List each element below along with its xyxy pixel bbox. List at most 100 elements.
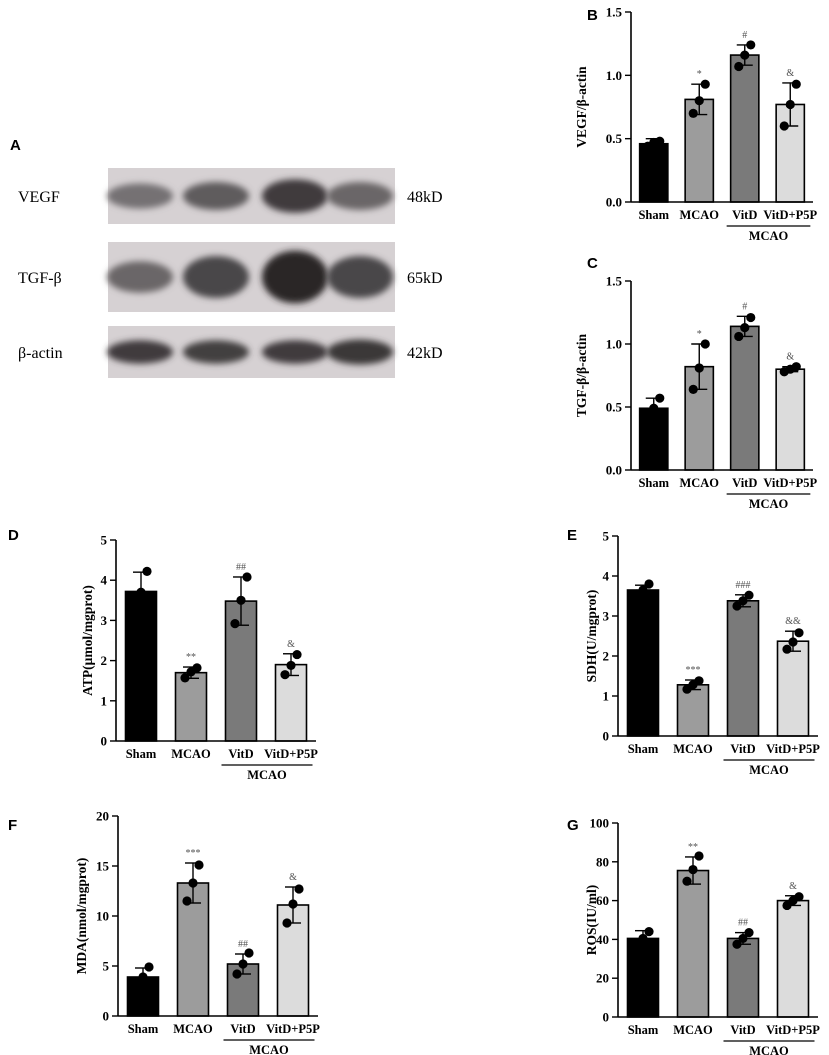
data-point bbox=[734, 331, 744, 342]
x-tick-label: VitD+P5P bbox=[763, 208, 817, 222]
y-tick-label: 0 bbox=[103, 1009, 110, 1024]
blot-size-label: 65kD bbox=[407, 270, 443, 287]
data-point bbox=[292, 649, 302, 660]
data-point bbox=[236, 595, 246, 605]
significance-label: ** bbox=[688, 842, 698, 853]
data-point bbox=[282, 918, 292, 928]
data-point bbox=[280, 670, 290, 680]
x-tick-label: VitD+P5P bbox=[266, 1022, 320, 1036]
y-tick-label: 1.5 bbox=[606, 274, 623, 289]
blot-protein-label: TGF-β bbox=[18, 270, 62, 287]
bar bbox=[124, 590, 158, 742]
data-point bbox=[782, 644, 792, 654]
x-tick-label: VitD bbox=[730, 1023, 755, 1037]
bar bbox=[626, 589, 660, 737]
panel-letter: E bbox=[567, 527, 577, 544]
bar bbox=[638, 142, 669, 203]
y-tick-label: 100 bbox=[590, 816, 610, 831]
y-tick-label: 5 bbox=[603, 529, 610, 544]
data-point bbox=[734, 61, 744, 72]
data-point bbox=[688, 864, 698, 875]
blot-row: β-actin 42kD bbox=[18, 326, 443, 378]
bar bbox=[726, 937, 760, 1018]
y-tick-label: 5 bbox=[103, 959, 110, 974]
data-point bbox=[791, 79, 801, 89]
significance-label: * bbox=[697, 69, 702, 80]
y-tick-label: 20 bbox=[96, 809, 109, 824]
significance-label: # bbox=[742, 30, 747, 41]
data-point bbox=[238, 959, 248, 969]
significance-label: & bbox=[289, 872, 297, 883]
data-point bbox=[232, 969, 242, 979]
significance-label: * bbox=[697, 329, 702, 340]
bar bbox=[775, 368, 806, 471]
x-tick-label: MCAO bbox=[171, 747, 211, 761]
bar bbox=[776, 640, 810, 737]
chart-panel-e: E *** ### && 0 1 2 3 4 5 Sham MCAO VitD VitD+P5P MCAO S… bbox=[567, 527, 820, 777]
bar bbox=[729, 54, 760, 203]
y-axis-label: MDA(nmol/mgprot) bbox=[74, 858, 89, 975]
panel-letter-a: A bbox=[10, 137, 21, 154]
group-label: MCAO bbox=[247, 768, 287, 782]
significance-label: && bbox=[785, 616, 801, 627]
bar bbox=[676, 683, 710, 737]
data-point bbox=[732, 939, 742, 949]
x-tick-label: Sham bbox=[628, 1023, 659, 1037]
blot-band bbox=[107, 261, 173, 293]
data-point bbox=[638, 933, 648, 944]
y-tick-label: 1 bbox=[101, 693, 108, 708]
blot-band bbox=[327, 339, 393, 365]
x-tick-label: MCAO bbox=[673, 1023, 713, 1037]
x-tick-label: VitD bbox=[732, 208, 757, 222]
blot-band bbox=[107, 340, 173, 364]
y-tick-label: 20 bbox=[596, 971, 609, 986]
x-tick-label: VitD+P5P bbox=[264, 747, 318, 761]
panel-letter: G bbox=[567, 817, 579, 834]
blot-rows: VEGF 48kD TGF-β 65kD β-actin 42kD bbox=[18, 168, 443, 378]
chart-panel-c: C * # & 0.0 0.5 1.0 1.5 Sham MCAO VitD VitD+P5P MCAO… bbox=[574, 255, 818, 511]
significance-label: & bbox=[786, 352, 794, 363]
y-tick-label: 0 bbox=[603, 729, 610, 744]
data-point bbox=[785, 99, 795, 110]
panel-letter: D bbox=[8, 527, 19, 544]
data-point bbox=[644, 579, 654, 589]
data-point bbox=[791, 362, 801, 372]
bar bbox=[729, 325, 760, 471]
group-label: MCAO bbox=[749, 229, 789, 243]
significance-label: *** bbox=[186, 848, 201, 859]
blot-band bbox=[183, 340, 249, 364]
data-point bbox=[136, 587, 146, 597]
data-point bbox=[286, 660, 296, 671]
y-tick-label: 0 bbox=[101, 734, 108, 749]
blot-band bbox=[183, 256, 249, 298]
y-axis-label: VEGF/β-actin bbox=[574, 66, 589, 148]
y-tick-label: 60 bbox=[596, 893, 609, 908]
blot-band bbox=[262, 179, 328, 213]
blot-size-label: 42kD bbox=[407, 345, 443, 362]
data-point bbox=[746, 312, 756, 323]
data-point bbox=[144, 962, 154, 972]
data-point bbox=[288, 899, 298, 909]
data-point bbox=[740, 323, 750, 333]
y-tick-label: 3 bbox=[101, 613, 108, 628]
data-point bbox=[694, 96, 704, 106]
data-point bbox=[688, 384, 698, 394]
x-tick-label: Sham bbox=[128, 1022, 159, 1036]
y-tick-label: 4 bbox=[101, 573, 108, 588]
data-point bbox=[694, 363, 704, 373]
blot-band bbox=[183, 182, 249, 210]
y-tick-label: 10 bbox=[96, 909, 109, 924]
data-point bbox=[130, 605, 140, 615]
y-axis-label: ATP(μmol/mgprot) bbox=[80, 585, 95, 696]
data-point bbox=[788, 637, 798, 647]
data-point bbox=[738, 596, 748, 606]
bar bbox=[676, 869, 710, 1018]
x-tick-label: Sham bbox=[638, 208, 669, 222]
x-tick-label: MCAO bbox=[173, 1022, 213, 1036]
chart-panel-g: G ** ## & 0 20 40 60 80 100 Sham MCAO VitD VitD+P5P MC… bbox=[567, 816, 820, 1055]
data-point bbox=[732, 601, 742, 611]
data-point bbox=[192, 663, 202, 673]
y-tick-label: 5 bbox=[101, 533, 108, 548]
data-point bbox=[738, 933, 748, 944]
data-point bbox=[688, 108, 698, 118]
